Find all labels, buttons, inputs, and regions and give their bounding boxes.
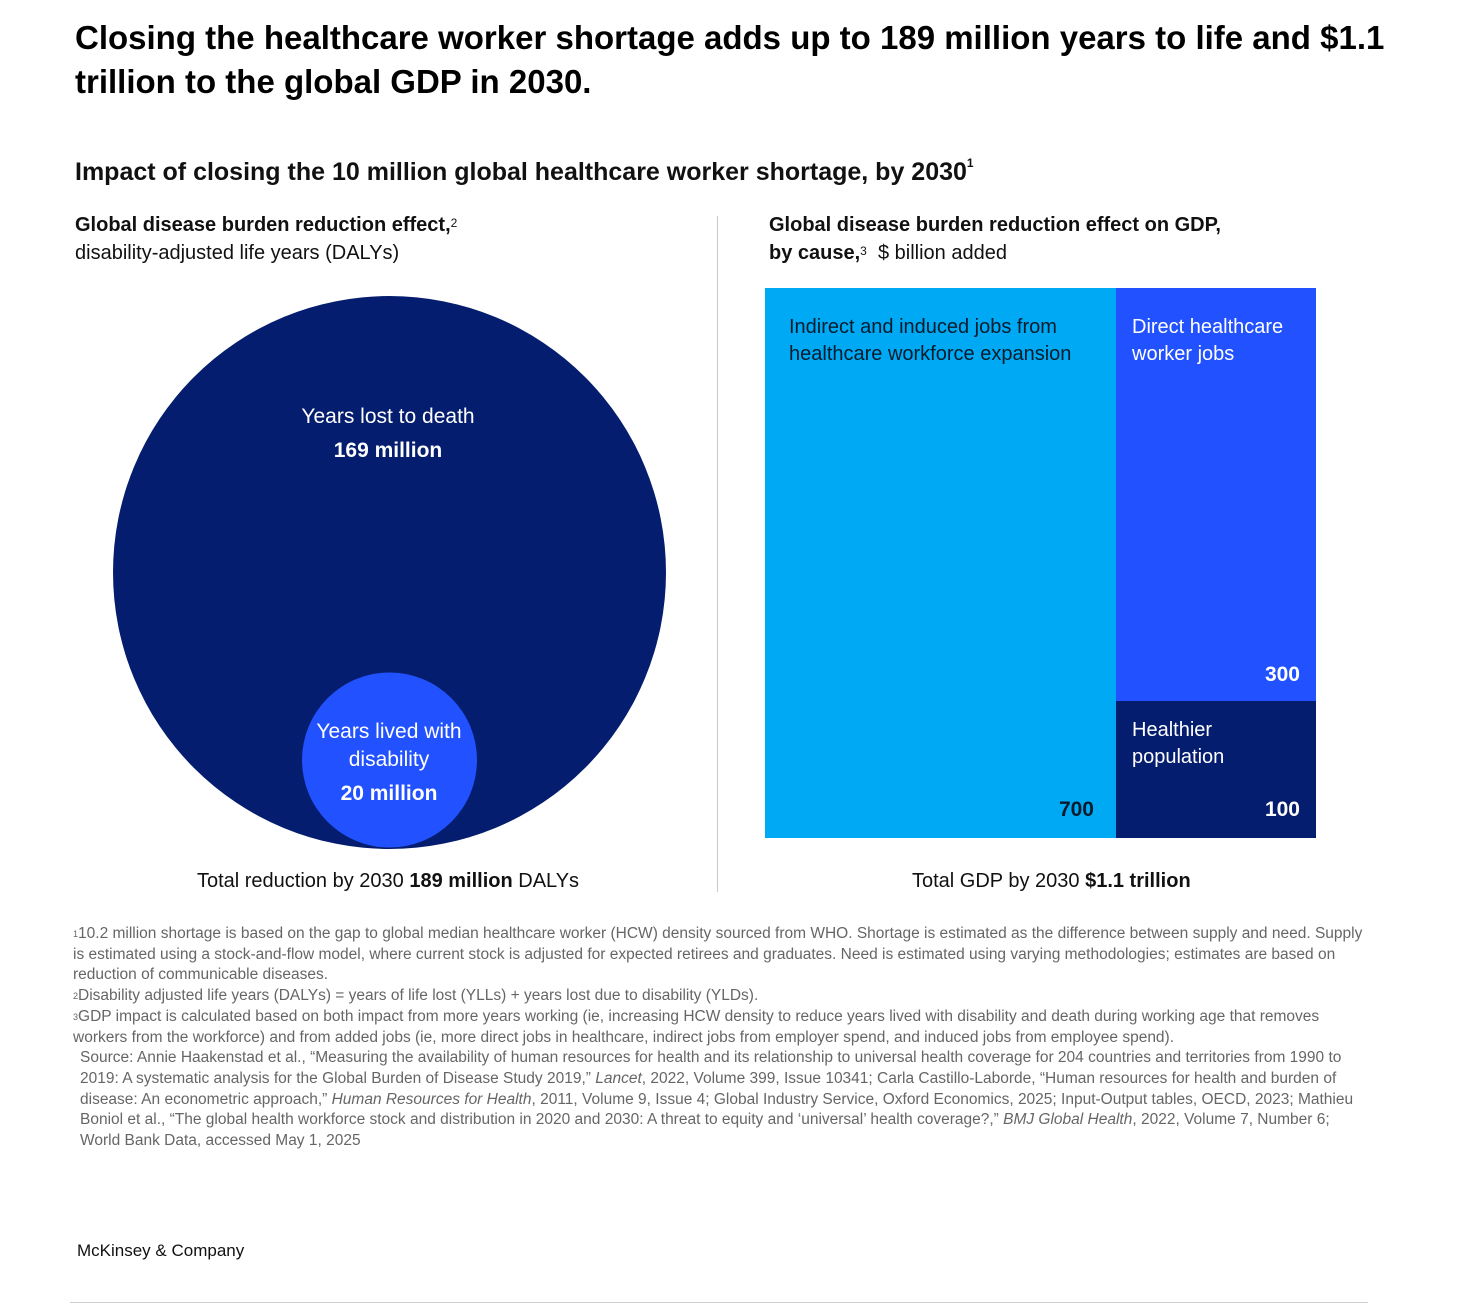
right-header-bold-line2: by cause, — [769, 242, 861, 264]
chart-subtitle: Impact of closing the 10 million global … — [75, 156, 974, 187]
right-header-bold-line1: Global disease burden reduction effect o… — [769, 214, 1221, 236]
circle-years-lost-to-death — [113, 296, 666, 849]
gdp-treemap: Indirect and induced jobs from healthcar… — [765, 288, 1316, 838]
footnote-2-mark: 2 — [73, 991, 79, 1002]
right-total-value: $1.1 trillion — [1085, 870, 1191, 892]
subtitle-footnote-mark: 1 — [966, 156, 974, 170]
circle-years-lived-with-disability — [302, 672, 477, 848]
left-total-suffix: DALYs — [518, 870, 580, 892]
cell-label-indirect-induced: Indirect and induced jobs from healthcar… — [789, 316, 1072, 365]
value-years-lived-with-disability: 20 million — [340, 782, 438, 805]
source-part-4: , 2022, Volume 7, Number 6; World Bank D… — [80, 1111, 1330, 1150]
bottom-rule — [70, 1302, 1368, 1303]
left-header-footnote: 2 — [450, 216, 458, 230]
footnote-3-mark: 3 — [73, 1011, 79, 1022]
footnote-3-text: GDP impact is calculated based on both i… — [73, 1007, 1320, 1046]
footnote-3: 3GDP impact is calculated based on both … — [73, 1007, 1373, 1048]
source-journal-bmj: BMJ Global Health — [1003, 1111, 1133, 1129]
right-total-prefix: Total GDP by 2030 — [912, 870, 1080, 892]
footnote-2: 2Disability adjusted life years (DALYs) … — [73, 986, 1373, 1007]
brand-logo-text: McKinsey & Company — [77, 1241, 245, 1260]
source-part-2: , 2022, Volume 399, Issue 10341; Carla C… — [80, 1069, 1337, 1108]
footnote-1-text: 10.2 million shortage is based on the ga… — [73, 925, 1363, 984]
source-note: Source: Annie Haakenstad et al., “Measur… — [73, 1048, 1373, 1152]
treemap-cell-direct-jobs: Direct healthcare worker jobs 300 — [1116, 288, 1316, 701]
source-part-3: , 2011, Volume 9, Issue 4; Global Indust… — [80, 1090, 1354, 1129]
label-years-lived-with-disability: Years lived with disability — [316, 720, 462, 771]
dalys-circle-chart — [113, 296, 666, 849]
source-journal-hrh: Human Resources for Health — [331, 1090, 532, 1108]
chart-title: Closing the healthcare worker shortage a… — [75, 19, 1385, 100]
cell-label-direct-jobs: Direct healthcare worker jobs — [1132, 316, 1284, 365]
label-years-lost-to-death: Years lost to death — [301, 405, 475, 428]
cell-value-healthier-population: 100 — [1264, 798, 1300, 821]
left-total-value: 189 million — [409, 870, 513, 892]
subtitle-text: Impact of closing the 10 million global … — [75, 158, 967, 186]
footnote-2-text: Disability adjusted life years (DALYs) =… — [78, 987, 759, 1005]
left-header-bold: Global disease burden reduction effect, — [75, 214, 451, 236]
footnotes: 110.2 million shortage is based on the g… — [73, 924, 1373, 1152]
right-header-unit: $ billion added — [877, 242, 1007, 264]
footnote-1: 110.2 million shortage is based on the g… — [73, 924, 1373, 986]
left-total-prefix: Total reduction by 2030 — [196, 870, 404, 892]
cell-value-indirect-induced: 700 — [1058, 798, 1094, 821]
left-total: Total reduction by 2030 189 million DALY… — [88, 870, 688, 893]
right-chart-header: Global disease burden reduction effect o… — [769, 211, 1221, 267]
left-chart-header: Global disease burden reduction effect,2… — [75, 211, 457, 267]
chart-divider — [717, 216, 718, 892]
right-total: Total GDP by 2030 $1.1 trillion — [765, 870, 1365, 893]
left-header-unit: disability-adjusted life years (DALYs) — [75, 242, 400, 264]
right-header-footnote: 3 — [860, 244, 867, 258]
treemap-cell-healthier-population: Healthier population 100 — [1116, 701, 1316, 838]
cell-label-healthier-population: Healthier population — [1132, 719, 1225, 768]
footnote-1-mark: 1 — [73, 929, 79, 939]
source-journal-lancet: Lancet — [595, 1069, 642, 1087]
source-part-1: Source: Annie Haakenstad et al., “Measur… — [80, 1049, 1342, 1087]
treemap-cell-indirect-induced: Indirect and induced jobs from healthcar… — [765, 288, 1116, 838]
value-years-lost-to-death: 169 million — [333, 439, 443, 462]
cell-value-direct-jobs: 300 — [1264, 663, 1300, 686]
